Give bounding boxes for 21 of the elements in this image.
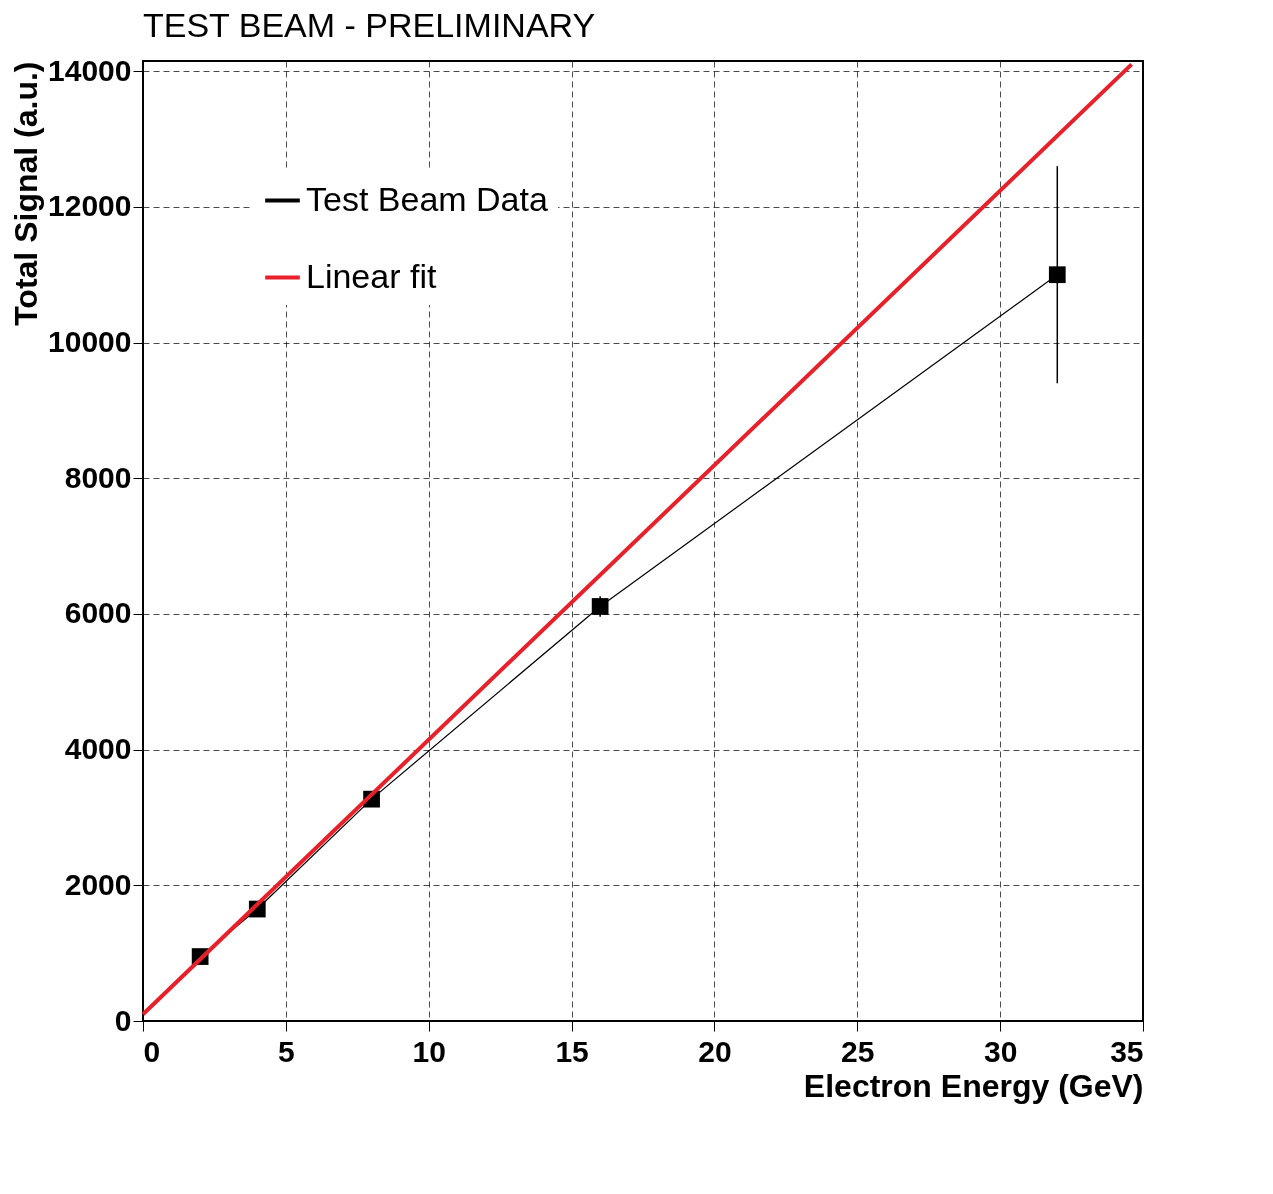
y-tick-label: 0 [114,1003,132,1037]
x-tick-label: 5 [278,1034,295,1068]
x-tick-label: 25 [841,1034,875,1068]
y-tick-label: 10000 [48,325,132,359]
x-tick-label: 20 [698,1034,732,1068]
y-tick-label: 4000 [64,732,132,766]
legend-label: Test Beam Data [306,179,548,218]
y-tick-label: 2000 [64,867,132,901]
y-tick-label: 14000 [48,53,132,87]
x-tick-label: 10 [412,1034,446,1068]
x-tick-label: 15 [555,1034,589,1068]
x-tick-label: 0 [143,1034,161,1068]
y-axis-title: Total Signal (a.u.) [8,61,45,326]
legend-label: Linear fit [306,256,437,295]
x-tick-label: 30 [983,1034,1018,1068]
x-tick-label: 35 [1110,1034,1144,1068]
y-tick-label: 12000 [48,189,132,223]
y-tick-label: 8000 [64,460,132,494]
x-axis-title: Electron Energy (GeV) [803,1067,1144,1104]
chart-title: TEST BEAM - PRELIMINARY [143,6,596,45]
y-tick-label: 6000 [64,596,132,630]
